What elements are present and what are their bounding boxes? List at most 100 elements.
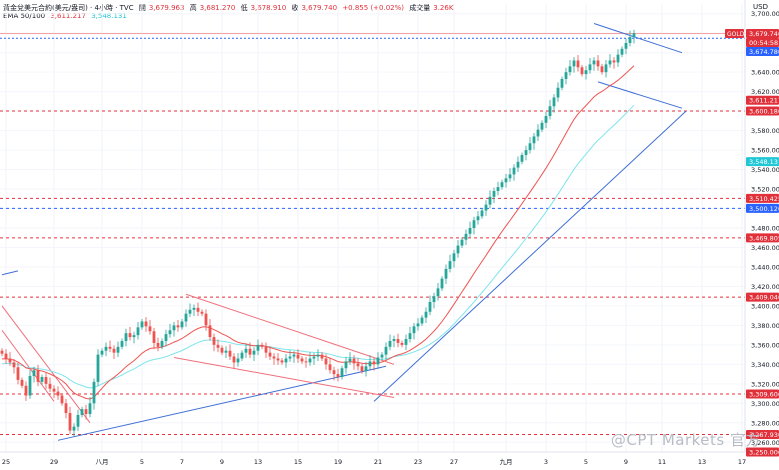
candle <box>68 413 72 431</box>
price-tag-label: 3,309.600 <box>749 390 779 398</box>
price-tick-label: 3,340.000 <box>751 361 779 369</box>
price-tick-label: 3,540.000 <box>751 166 779 174</box>
candle <box>116 346 120 353</box>
candle <box>228 350 232 357</box>
time-tick-label: 9 <box>220 458 224 466</box>
candle <box>236 358 240 363</box>
time-tick-label: 29 <box>50 458 58 466</box>
price-tag <box>746 28 779 38</box>
price-tag <box>746 106 779 116</box>
candle <box>624 42 628 49</box>
candle <box>0 350 4 354</box>
candle <box>196 307 200 312</box>
price-tick-label: 3,700.000 <box>751 10 779 18</box>
price-tag-label: 3,267.930 <box>749 431 779 439</box>
candle <box>100 350 104 355</box>
candle <box>148 326 152 332</box>
price-tag <box>746 193 779 203</box>
candle <box>140 321 144 328</box>
candle <box>272 356 276 359</box>
candle <box>292 354 296 357</box>
channel-line <box>597 81 683 109</box>
symbol-tag <box>725 28 744 38</box>
candle <box>192 307 196 310</box>
candle <box>520 154 524 162</box>
candle <box>584 70 588 75</box>
low-label: 低 <box>240 4 248 12</box>
candle <box>224 350 228 353</box>
candle <box>404 339 408 345</box>
candle <box>564 72 568 79</box>
candle <box>508 174 512 179</box>
channel-line <box>1 305 91 424</box>
price-tick-label: 3,620.000 <box>751 88 779 96</box>
candle <box>356 363 360 367</box>
candle <box>112 348 116 353</box>
ema50-line <box>1 65 635 400</box>
candle <box>344 361 348 369</box>
price-tag-label: 00:54:58 <box>749 39 778 47</box>
grid <box>0 4 745 452</box>
candle <box>52 388 56 392</box>
price-tag <box>746 46 779 56</box>
candle <box>540 122 544 130</box>
high-value: 3,681.270 <box>199 4 236 12</box>
candle <box>608 60 612 65</box>
candle <box>244 348 248 353</box>
price-tick-label: 3,460.000 <box>751 244 779 252</box>
candle <box>160 340 164 347</box>
candle <box>380 354 384 358</box>
candle <box>240 352 244 359</box>
candle <box>492 190 496 197</box>
candle <box>296 354 300 359</box>
candle <box>200 311 204 314</box>
candle <box>524 150 528 155</box>
candle <box>632 33 636 38</box>
candle <box>152 331 156 343</box>
candle <box>268 352 272 357</box>
trendline-support <box>373 110 687 402</box>
candle <box>324 358 328 365</box>
candle <box>448 261 452 269</box>
candle <box>616 54 620 63</box>
watermark: @CPT Markets 官方 <box>610 431 761 449</box>
price-tag <box>746 157 779 167</box>
ema50-value: 3,611.217 <box>50 12 86 20</box>
price-tick-label: 3,260.000 <box>751 439 779 447</box>
price-tag-label: 3,250.000 <box>749 449 779 457</box>
candle <box>20 379 24 386</box>
channel-line <box>1 329 55 402</box>
trendline-support <box>57 365 387 441</box>
candle <box>592 60 596 65</box>
price-tick-label: 3,640.000 <box>751 69 779 77</box>
candle <box>336 374 340 378</box>
candle <box>628 37 632 43</box>
candle <box>436 288 440 297</box>
ema-legend[interactable]: EMA 50/100 3,611.217 3,548.131 <box>3 12 130 20</box>
candle <box>288 356 292 359</box>
candle <box>456 245 460 254</box>
candle <box>364 366 368 372</box>
candle <box>376 357 380 365</box>
candle <box>176 325 180 328</box>
volume-label: 成交量 <box>409 4 431 12</box>
time-tick-label: 27 <box>450 458 458 466</box>
chart-header: 黃金兌美元合約(美元/盎司) · 4小時 · TVC 開3,679.963 高3… <box>3 3 456 13</box>
candle <box>576 60 580 68</box>
candle <box>280 360 284 363</box>
candle <box>620 48 624 55</box>
price-tag <box>746 37 779 47</box>
price-tick-label: 3,560.000 <box>751 147 779 155</box>
candle <box>320 354 324 359</box>
price-tag <box>746 447 779 457</box>
price-tag-label: 3,600.180 <box>749 107 779 115</box>
candle <box>384 346 388 355</box>
candle <box>208 325 212 338</box>
time-tick-label: 15 <box>294 458 302 466</box>
candle <box>328 364 332 371</box>
candle <box>464 233 468 240</box>
candle <box>452 253 456 262</box>
time-tick-label: 5 <box>140 458 144 466</box>
